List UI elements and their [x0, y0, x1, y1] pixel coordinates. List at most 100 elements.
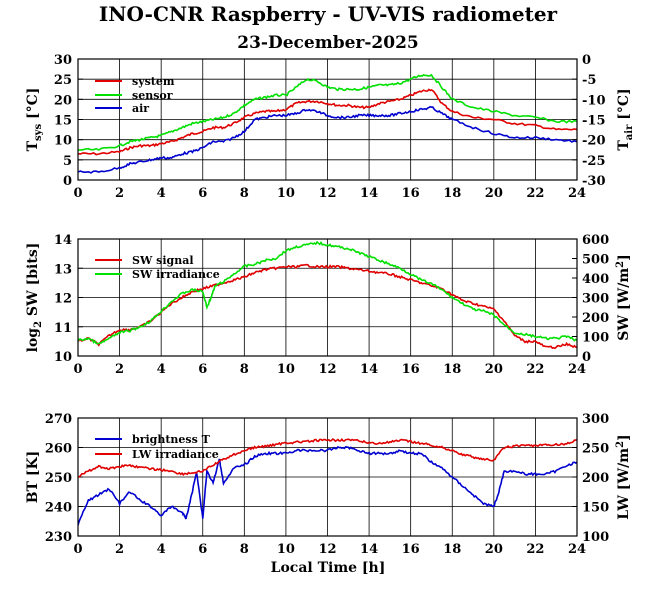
right-axis-label: SW [W/m2]: [615, 254, 632, 341]
x-tick-label: 24: [568, 362, 586, 377]
left-y-tick-label: 11: [54, 321, 72, 336]
x-tick-label: 4: [157, 542, 166, 557]
x-tick-label: 6: [198, 542, 207, 557]
left-y-tick-label: 25: [54, 73, 72, 88]
x-tick-label: 22: [526, 186, 544, 201]
x-axis-label: Local Time [h]: [271, 560, 386, 576]
right-y-tick-label: 200: [582, 311, 609, 326]
left-axis-label: log2 SW [bits]: [25, 243, 44, 353]
right-y-tick-label: 500: [582, 253, 609, 268]
x-tick-label: 0: [73, 362, 82, 377]
x-tick-label: 4: [157, 186, 166, 201]
x-tick-label: 8: [240, 542, 249, 557]
chart-title: INO-CNR Raspberry - UV-VIS radiometer: [99, 2, 558, 26]
x-tick-label: 6: [198, 362, 207, 377]
right-axis-label: Tair [°C]: [616, 88, 635, 150]
plot-frame: [77, 238, 578, 357]
x-tick-label: 10: [277, 542, 295, 557]
right-y-tick-label: -10: [582, 93, 606, 108]
legend-label: SW irradiance: [132, 268, 220, 281]
x-tick-label: 2: [115, 542, 124, 557]
chart-date: 23-December-2025: [237, 33, 418, 53]
left-y-tick-label: 5: [63, 154, 72, 169]
left-axis-label: Tsys [°C]: [25, 88, 44, 152]
right-y-tick-label: -20: [582, 134, 606, 149]
right-y-tick-label: 300: [582, 292, 609, 307]
left-y-tick-label: 0: [63, 174, 72, 189]
x-tick-label: 20: [485, 186, 503, 201]
right-y-tick-label: -30: [582, 174, 606, 189]
x-tick-label: 14: [360, 186, 378, 201]
x-tick-label: 18: [443, 542, 461, 557]
series-line-sensor: [78, 73, 577, 151]
x-tick-label: 10: [277, 186, 295, 201]
left-y-tick-label: 260: [45, 442, 72, 457]
x-tick-label: 2: [115, 186, 124, 201]
left-axis-label: BT [K]: [25, 451, 41, 504]
right-y-tick-label: 150: [582, 501, 609, 516]
left-y-tick-label: 230: [45, 530, 72, 545]
left-y-tick-label: 14: [54, 233, 72, 248]
plot-frame: [77, 58, 578, 181]
series-line-brightness-t: [78, 445, 577, 526]
x-tick-label: 12: [318, 542, 336, 557]
x-tick-label: 22: [526, 542, 544, 557]
left-y-tick-label: 30: [54, 53, 72, 68]
right-y-tick-label: 0: [582, 53, 591, 68]
right-y-tick-label: 250: [582, 442, 609, 457]
x-tick-label: 20: [485, 542, 503, 557]
x-tick-label: 24: [568, 186, 586, 201]
left-y-tick-label: 240: [45, 501, 72, 516]
x-tick-label: 0: [73, 186, 82, 201]
left-y-tick-label: 250: [45, 471, 72, 486]
legend-label: air: [132, 102, 149, 115]
left-y-tick-label: 13: [54, 262, 72, 277]
legend-label: SW signal: [132, 254, 194, 267]
series-line-lw-irradiance: [78, 438, 577, 478]
x-tick-label: 14: [360, 362, 378, 377]
left-y-tick-label: 10: [54, 134, 72, 149]
legend-label: brightness T: [132, 433, 211, 446]
x-tick-label: 14: [360, 542, 378, 557]
left-y-tick-label: 15: [54, 114, 72, 129]
x-tick-label: 4: [157, 362, 166, 377]
x-tick-label: 22: [526, 362, 544, 377]
series-line-sw-irradiance: [78, 240, 577, 345]
left-y-tick-label: 270: [45, 412, 72, 427]
right-y-tick-label: 300: [582, 412, 609, 427]
right-y-tick-label: -25: [582, 154, 606, 169]
x-tick-label: 8: [240, 186, 249, 201]
right-y-tick-label: 600: [582, 233, 609, 248]
x-tick-label: 6: [198, 186, 207, 201]
x-tick-label: 10: [277, 362, 295, 377]
right-y-tick-label: 100: [582, 331, 609, 346]
legend-label: system: [132, 75, 175, 88]
right-y-tick-label: 200: [582, 471, 609, 486]
left-y-tick-label: 12: [54, 292, 72, 307]
x-tick-label: 8: [240, 362, 249, 377]
legend-label: sensor: [132, 89, 173, 102]
x-tick-label: 12: [318, 362, 336, 377]
plot-frame: [77, 417, 578, 537]
legend-label: LW irradiance: [132, 448, 219, 461]
x-tick-label: 12: [318, 186, 336, 201]
left-y-tick-label: 10: [54, 350, 72, 365]
series-line-air: [78, 105, 577, 174]
x-tick-label: 16: [402, 362, 420, 377]
x-tick-label: 24: [568, 542, 586, 557]
x-tick-label: 18: [443, 362, 461, 377]
right-y-tick-label: -5: [582, 73, 596, 88]
right-y-tick-label: -15: [582, 114, 606, 129]
x-tick-label: 20: [485, 362, 503, 377]
x-tick-label: 16: [402, 542, 420, 557]
series-line-system: [78, 88, 577, 156]
right-y-tick-label: 100: [582, 530, 609, 545]
left-y-tick-label: 20: [54, 93, 72, 108]
x-tick-label: 2: [115, 362, 124, 377]
right-axis-label: LW [W/m2]: [615, 434, 632, 519]
right-y-tick-label: 0: [582, 350, 591, 365]
x-tick-label: 18: [443, 186, 461, 201]
x-tick-label: 16: [402, 186, 420, 201]
x-tick-label: 0: [73, 542, 82, 557]
